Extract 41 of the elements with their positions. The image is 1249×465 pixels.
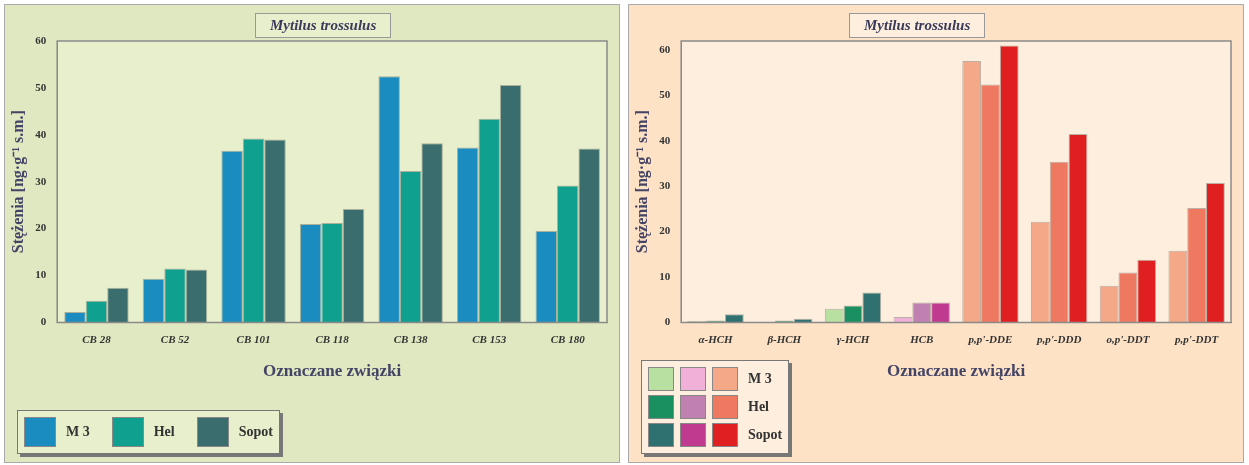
legend-label: M 3 xyxy=(66,424,90,440)
x-tick-label: CB 52 xyxy=(160,332,190,345)
y-tick-label: 20 xyxy=(35,221,47,234)
y-tick-label: 20 xyxy=(659,224,671,237)
legend-label: Hel xyxy=(153,424,175,440)
y-tick-label: 10 xyxy=(35,268,47,281)
x-tick-label: β-HCH xyxy=(766,332,802,345)
y-axis-title: Stężenia [ng·g⁻¹ s.m.] xyxy=(8,110,27,254)
y-tick-label: 50 xyxy=(659,88,671,101)
x-axis-title: Oznaczane związki xyxy=(262,361,402,381)
legend-label: Sopot xyxy=(238,424,273,440)
y-tick-label: 30 xyxy=(659,179,671,192)
y-tick-label: 40 xyxy=(35,127,47,140)
x-axis-title: Oznaczane związki xyxy=(886,361,1026,381)
y-axis-title: Stężenia [ng·g⁻¹ s.m.] xyxy=(632,110,651,254)
y-tick-label: 40 xyxy=(659,133,671,146)
y-tick-label: 50 xyxy=(35,80,47,93)
legend-label: Sopot xyxy=(748,427,783,443)
x-tick-label: γ-HCH xyxy=(836,332,870,345)
x-tick-label: p,p'-DDE xyxy=(967,332,1013,345)
x-tick-label: CB 118 xyxy=(315,332,350,345)
x-tick-label: α-HCH xyxy=(698,332,734,345)
legend-label: M 3 xyxy=(748,371,772,387)
y-tick-label: 0 xyxy=(40,315,47,328)
x-tick-label: CB 153 xyxy=(472,332,507,345)
y-tick-label: 10 xyxy=(659,269,671,282)
y-tick-label: 0 xyxy=(664,315,671,328)
y-tick-label: 30 xyxy=(35,174,47,187)
x-tick-label: HCB xyxy=(909,332,934,345)
x-tick-label: o,p'-DDT xyxy=(1106,332,1151,345)
x-tick-label: CB 28 xyxy=(82,332,112,345)
x-tick-label: p,p'-DDD xyxy=(1036,332,1082,345)
x-tick-label: CB 180 xyxy=(550,332,586,345)
x-tick-label: CB 101 xyxy=(236,332,271,345)
y-tick-label: 60 xyxy=(659,42,671,55)
x-tick-label: CB 138 xyxy=(393,332,429,345)
x-tick-label: p,p'-DDT xyxy=(1174,332,1220,345)
chart-title: Mytilus trossulus xyxy=(255,13,392,38)
chart-title: Mytilus trossulus xyxy=(849,13,986,38)
legend-label: Hel xyxy=(748,399,769,415)
y-tick-label: 60 xyxy=(35,33,47,46)
